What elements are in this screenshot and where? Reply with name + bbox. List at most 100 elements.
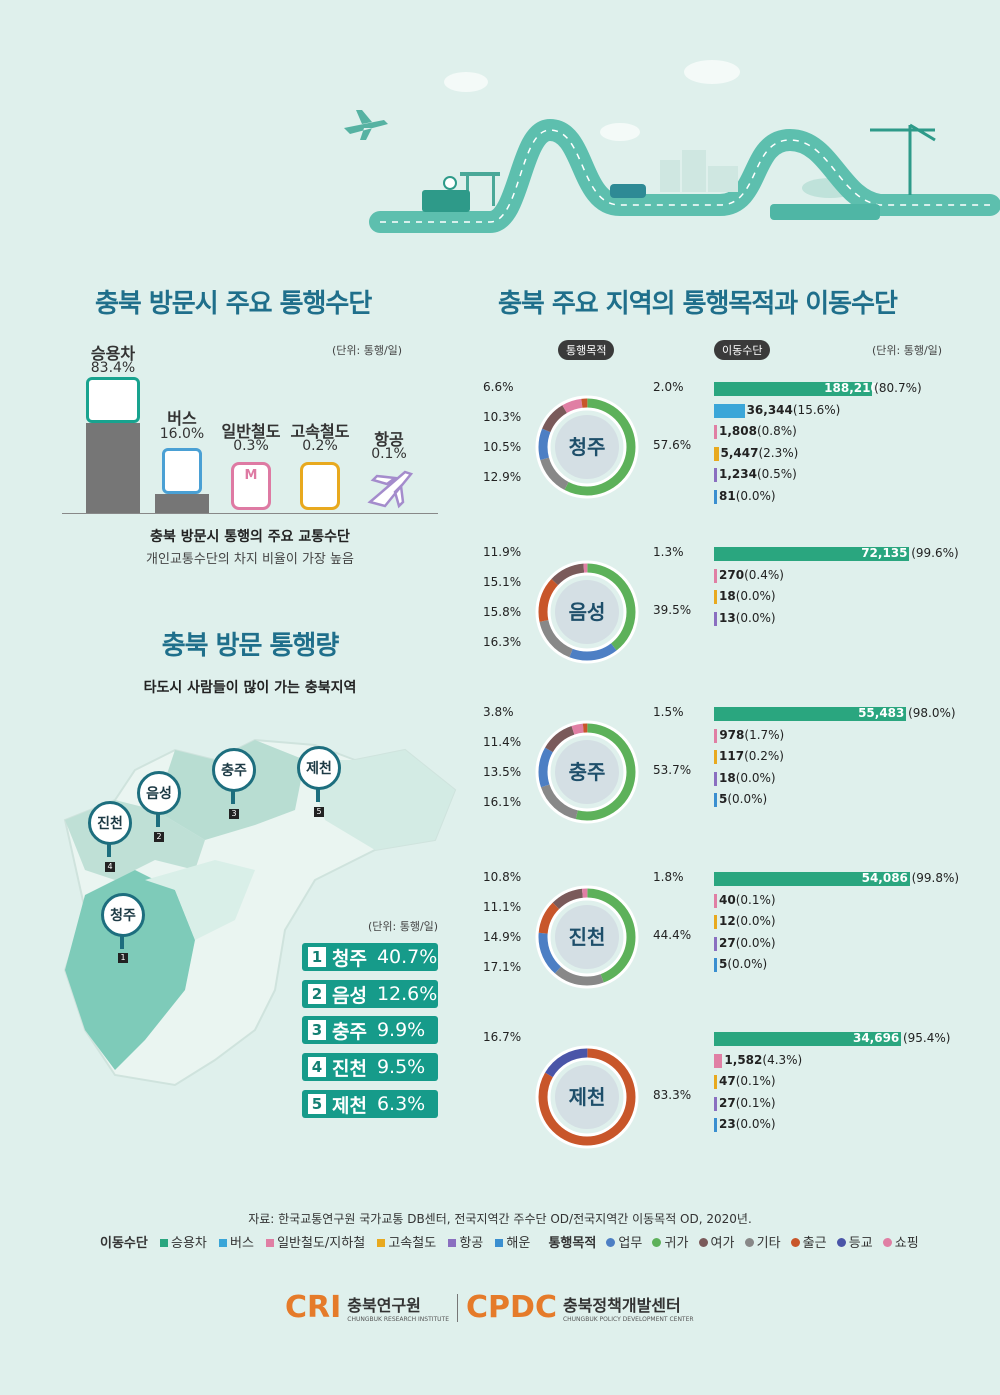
mode-name-car: 승용차 [90, 344, 136, 363]
subway-icon: M [231, 462, 271, 510]
mode-bar [714, 936, 717, 951]
region-shape [555, 905, 619, 969]
purpose-pill: 통행목적 [558, 340, 615, 360]
legend-row: 이동수단 승용차 버스 일반철도/지하철 고속철도 항공 해운 통행목적 업무 … [100, 1232, 919, 1251]
mode-bar [714, 771, 717, 786]
region-shape [555, 1065, 619, 1129]
purpose-pct-label: 39.5% [653, 603, 692, 617]
pin-chungju-num: 3 [229, 809, 239, 819]
region-name: 청주 [569, 435, 606, 459]
purpose-pct-label: 3.8% [483, 705, 514, 719]
mode-bar-value-inside: 188,210 [824, 381, 879, 395]
mode-bar-pct: (99.6%) [911, 546, 959, 560]
mode-bar-label: 27(0.1%) [719, 1096, 776, 1110]
mode-bar-value: 12 [719, 914, 736, 928]
purpose-pct-label: 44.4% [653, 928, 692, 942]
region-shape [555, 415, 619, 479]
mode-pct-rail: 0.3% [233, 438, 269, 454]
mode-bar-value-inside: 55,483 [858, 706, 904, 720]
ranking-name: 음성 [332, 984, 367, 1007]
modes-caption-bold: 충북 방문시 통행의 주요 교통수단 [150, 529, 350, 545]
mode-bar-pct: (0.1%) [735, 892, 776, 907]
ranking-row: 2 음성 12.6% [302, 980, 438, 1008]
region-name: 음성 [569, 600, 606, 624]
mode-bar [714, 1118, 717, 1132]
mode-bar-label: 47(0.1%) [719, 1074, 776, 1088]
mode-bar-pct: (0.2%) [744, 749, 784, 763]
mode-bar-pct: (0.0%) [735, 914, 776, 928]
mode-bar-value: 47 [719, 1074, 736, 1088]
region-shape [555, 580, 619, 644]
ranking-name: 충주 [332, 1020, 367, 1043]
ranking-num: 2 [308, 984, 326, 1004]
ranking-pct: 9.5% [376, 1056, 426, 1078]
mode-bar-pct: (0.5%) [756, 467, 797, 481]
ranking-name: 진천 [332, 1057, 367, 1080]
mode-bar-value: 18 [719, 589, 736, 603]
mode-bar-label: (99.6%) [911, 546, 958, 560]
mode-bar [714, 750, 717, 764]
header-illustration [344, 60, 1000, 233]
mode-bar-label: 5(0.0%) [719, 957, 767, 971]
mode-bar [714, 468, 717, 482]
purpose-pct-label: 15.8% [483, 605, 522, 619]
mode-bar-value: 188,210 [824, 381, 879, 395]
purpose-pct-label: 16.7% [483, 1030, 522, 1044]
pin-jincheon-num: 4 [105, 862, 115, 872]
donut-segment [538, 888, 636, 986]
mode-bar-value-inside: 54,086 [862, 871, 908, 885]
ranking-row: 1 청주 40.7% [302, 943, 438, 971]
mode-bar-label: 1,234(0.5%) [719, 467, 797, 481]
purpose-pct-label: 11.1% [483, 900, 522, 914]
legend-swatch [744, 1238, 754, 1247]
legend-label: 고속철도 [388, 1236, 437, 1251]
cri-logo: CRI [285, 1290, 342, 1325]
pin-cheongju-num: 1 [118, 953, 128, 963]
purpose-pct-label: 11.9% [483, 545, 522, 559]
purpose-pct-label: 1.5% [653, 705, 684, 719]
pin-chungju[interactable]: 충주 [212, 748, 256, 792]
cpdc-en: CHUNGBUK POLICY DEVELOPMENT CENTER [562, 1316, 694, 1323]
mode-bar-pct: (4.3%) [762, 1052, 803, 1067]
purpose-pct-label: 13.5% [483, 765, 522, 779]
pin-jincheon[interactable]: 진천 [88, 801, 132, 845]
airplane-icon [367, 470, 414, 509]
mode-bar-value: 23 [719, 1117, 736, 1131]
legend-swatch [698, 1238, 708, 1247]
car-icon [610, 184, 646, 198]
crane-icon [870, 123, 936, 195]
purpose-pct-label: 1.3% [653, 545, 684, 559]
mode-bar [714, 382, 873, 396]
legend-label: 버스 [230, 1236, 254, 1251]
mode-bar-value: 1,582 [724, 1052, 763, 1067]
purpose-pct-label: 15.1% [483, 575, 522, 589]
legend-label: 등교 [848, 1236, 873, 1251]
legend-swatch [836, 1238, 846, 1247]
donut-segment [538, 723, 636, 821]
donut-segment [538, 723, 636, 821]
purpose-pct-label: 53.7% [653, 763, 692, 777]
pin-cheongju[interactable]: 청주 [101, 893, 145, 937]
mode-bar-pct: (0.0%) [735, 1117, 776, 1131]
modes-unit: (단위: 통행/일) [332, 344, 403, 357]
pin-eumseong[interactable]: 음성 [137, 771, 181, 815]
donut-segment [538, 563, 636, 661]
mode-bar [714, 446, 719, 461]
pin-jecheon[interactable]: 제천 [297, 746, 341, 790]
mode-bar [714, 707, 907, 721]
region-shape [555, 740, 619, 804]
region-name: 진천 [569, 925, 606, 949]
region-name: 제천 [569, 1085, 606, 1109]
legend-label: 출근 [802, 1236, 827, 1251]
mode-bar-label: 27(0.0%) [719, 936, 776, 950]
mode-bar-value: 1,808 [719, 424, 757, 438]
mode-bar-value: 72,135 [861, 546, 908, 560]
legend-label: 업무 [618, 1236, 643, 1251]
purpose-pct-label: 10.3% [483, 410, 522, 424]
mode-bar-value: 5,447 [720, 445, 759, 460]
mode-bar-pct: (15.6%) [792, 402, 841, 417]
mode-bar-label: 1,808(0.8%) [719, 424, 797, 438]
ranking-num: 3 [308, 1020, 326, 1040]
mode-bar-label: (95.4%) [903, 1031, 950, 1045]
mode-pct-ktx: 0.2% [302, 438, 338, 454]
